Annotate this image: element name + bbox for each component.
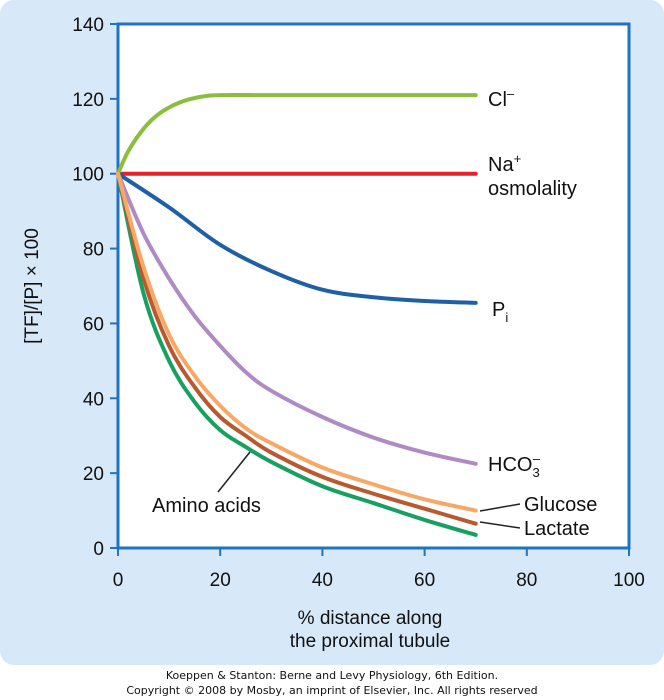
y-tick-label: 20 — [83, 464, 104, 485]
y-tick-label: 100 — [72, 165, 104, 186]
label-glucose: Glucose — [524, 494, 597, 516]
y-tick-label: 0 — [93, 539, 104, 560]
y-tick-label: 120 — [72, 90, 104, 111]
x-tick-label: 60 — [414, 570, 435, 591]
series-line-4 — [116, 171, 478, 513]
x-tick-label: 40 — [312, 570, 333, 591]
line-chart: 0 20 40 60 80 100 120 140 0 20 40 60 80 100 [TF]/[P] ×… — [22, 15, 645, 652]
footer-citation: Koeppen & Stanton: Berne and Levy Physio… — [165, 669, 499, 682]
x-tick-label: 0 — [113, 570, 124, 591]
series-line-0 — [116, 92, 478, 176]
y-tick-label: 40 — [83, 389, 104, 410]
label-lactate: Lactate — [524, 518, 590, 540]
label-amino-acids: Amino acids — [152, 495, 261, 517]
leader-amino-acids — [217, 451, 251, 493]
leader-glucose — [479, 503, 521, 512]
label-osmolality: osmolality — [488, 178, 577, 200]
x-tick-label: 20 — [210, 570, 231, 591]
series-line-5 — [116, 171, 478, 526]
x-axis-label: % distance along — [298, 608, 443, 629]
plot-area — [116, 22, 631, 550]
footer-copyright: Copyright © 2008 by Mosby, an imprint of… — [126, 684, 538, 697]
label-hco3: HCO3– — [488, 451, 541, 480]
series-line-2 — [116, 171, 478, 305]
y-tick-label: 80 — [83, 240, 104, 261]
leader-lactate — [479, 521, 521, 529]
label-pi: Pi — [492, 299, 508, 325]
series-line-3 — [116, 171, 478, 466]
x-tick-label: 100 — [613, 570, 645, 591]
y-tick-label: 140 — [72, 15, 104, 36]
x-tick-label: 80 — [516, 570, 537, 591]
label-cl: Cl– — [488, 86, 515, 111]
series-line-6 — [116, 171, 478, 537]
label-na: Na+ — [488, 151, 521, 176]
x-axis-label: the proximal tubule — [290, 631, 451, 652]
y-tick-label: 60 — [83, 314, 104, 335]
y-axis-label: [TF]/[P] × 100 — [22, 228, 43, 344]
